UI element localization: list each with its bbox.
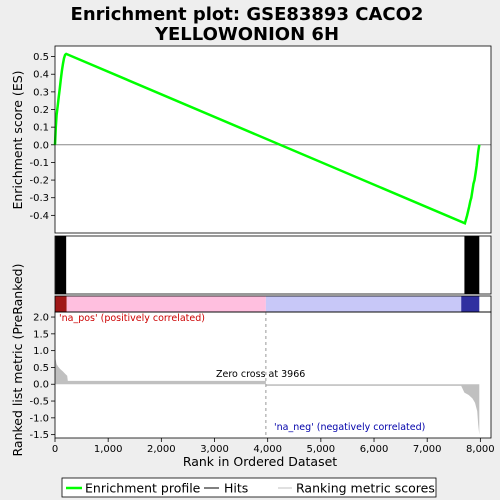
es-y-tick-label: 0.1 xyxy=(33,123,49,134)
x-tick-label: 5,000 xyxy=(307,444,336,455)
metric-y-label: Ranked list metric (PreRanked) xyxy=(10,264,25,457)
pos-correlated-label: 'na_pos' (positively correlated) xyxy=(59,313,205,324)
es-y-axis: 0.5 0.4 0.3 0.2 0.1 0.0 -0.1 -0.2 -0.3 -0.4 xyxy=(29,52,55,222)
hits-panel-frame xyxy=(54,235,492,295)
rank-bar-segment xyxy=(55,296,67,312)
chart-title-line-2: YELLOWONION 6H xyxy=(154,24,339,45)
metric-y-tick-label: -1.0 xyxy=(29,413,49,424)
es-y-tick-label: 0.3 xyxy=(33,87,49,98)
metric-y-tick-label: 1.0 xyxy=(33,346,49,357)
enrichment-profile-line xyxy=(53,52,481,226)
es-y-tick-label: 0.0 xyxy=(33,140,49,151)
metric-panel: 2.0 1.5 1.0 0.5 0.0 -0.5 -1.0 -1.5 xyxy=(29,311,492,441)
es-y-tick-label: -0.1 xyxy=(29,158,49,169)
hit-marks xyxy=(464,236,480,294)
es-y-tick-label: 0.5 xyxy=(33,52,49,63)
x-tick-label: 6,000 xyxy=(360,444,389,455)
es-y-tick-label: 0.2 xyxy=(33,105,49,116)
legend-label-ranking-metric: Ranking metric scores xyxy=(296,481,435,496)
neg-correlated-label: 'na_neg' (negatively correlated) xyxy=(274,422,425,433)
metric-y-tick-label: 0.5 xyxy=(33,363,49,374)
es-y-tick-label: -0.2 xyxy=(29,176,49,187)
x-tick-label: 4,000 xyxy=(253,444,282,455)
metric-y-axis: 2.0 1.5 1.0 0.5 0.0 -0.5 -1.0 -1.5 xyxy=(29,313,55,441)
es-panel-frame xyxy=(54,45,492,234)
rank-bar-segment xyxy=(66,296,266,312)
es-y-label: Enrichment score (ES) xyxy=(10,70,25,209)
metric-y-tick-label: 0.0 xyxy=(33,380,49,391)
es-y-tick-label: 0.4 xyxy=(33,70,49,81)
x-tick-label: 3,000 xyxy=(200,444,229,455)
zero-cross-label: Zero cross at 3966 xyxy=(216,369,305,380)
rank-color-bar xyxy=(54,295,492,313)
es-y-tick-label: -0.3 xyxy=(29,193,49,204)
es-panel: 0.5 0.4 0.3 0.2 0.1 0.0 -0.1 -0.2 -0.3 -0.4 xyxy=(29,45,492,234)
es-y-tick-label: -0.4 xyxy=(29,211,49,222)
legend: Enrichment profile Hits Ranking metric s… xyxy=(61,477,437,498)
rank-bar-segment xyxy=(461,296,480,312)
metric-panel-frame xyxy=(54,311,492,439)
metric-y-tick-label: -0.5 xyxy=(29,397,49,408)
metric-y-tick-label: 2.0 xyxy=(33,313,49,324)
x-tick-label: 1,000 xyxy=(94,444,123,455)
legend-label-enrichment-profile: Enrichment profile xyxy=(85,481,201,496)
metric-y-tick-label: -1.5 xyxy=(29,430,49,441)
hit-marks xyxy=(55,236,67,294)
x-axis: 0 1,000 2,000 3,000 4,000 5,000 6,000 7,000 8,00… xyxy=(52,438,495,455)
chart-title-line-1: Enrichment plot: GSE83893 CACO2 xyxy=(71,4,424,25)
legend-box xyxy=(61,477,437,498)
rank-bar-segment xyxy=(265,296,462,312)
hits-panel xyxy=(54,235,492,295)
x-tick-label: 7,000 xyxy=(413,444,442,455)
x-tick-label: 8,000 xyxy=(466,444,495,455)
x-tick-label: 2,000 xyxy=(147,444,176,455)
legend-label-hits: Hits xyxy=(224,481,248,496)
metric-y-tick-label: 1.5 xyxy=(33,329,49,340)
x-axis-label: Rank in Ordered Dataset xyxy=(183,454,337,469)
x-tick-label: 0 xyxy=(52,444,58,455)
